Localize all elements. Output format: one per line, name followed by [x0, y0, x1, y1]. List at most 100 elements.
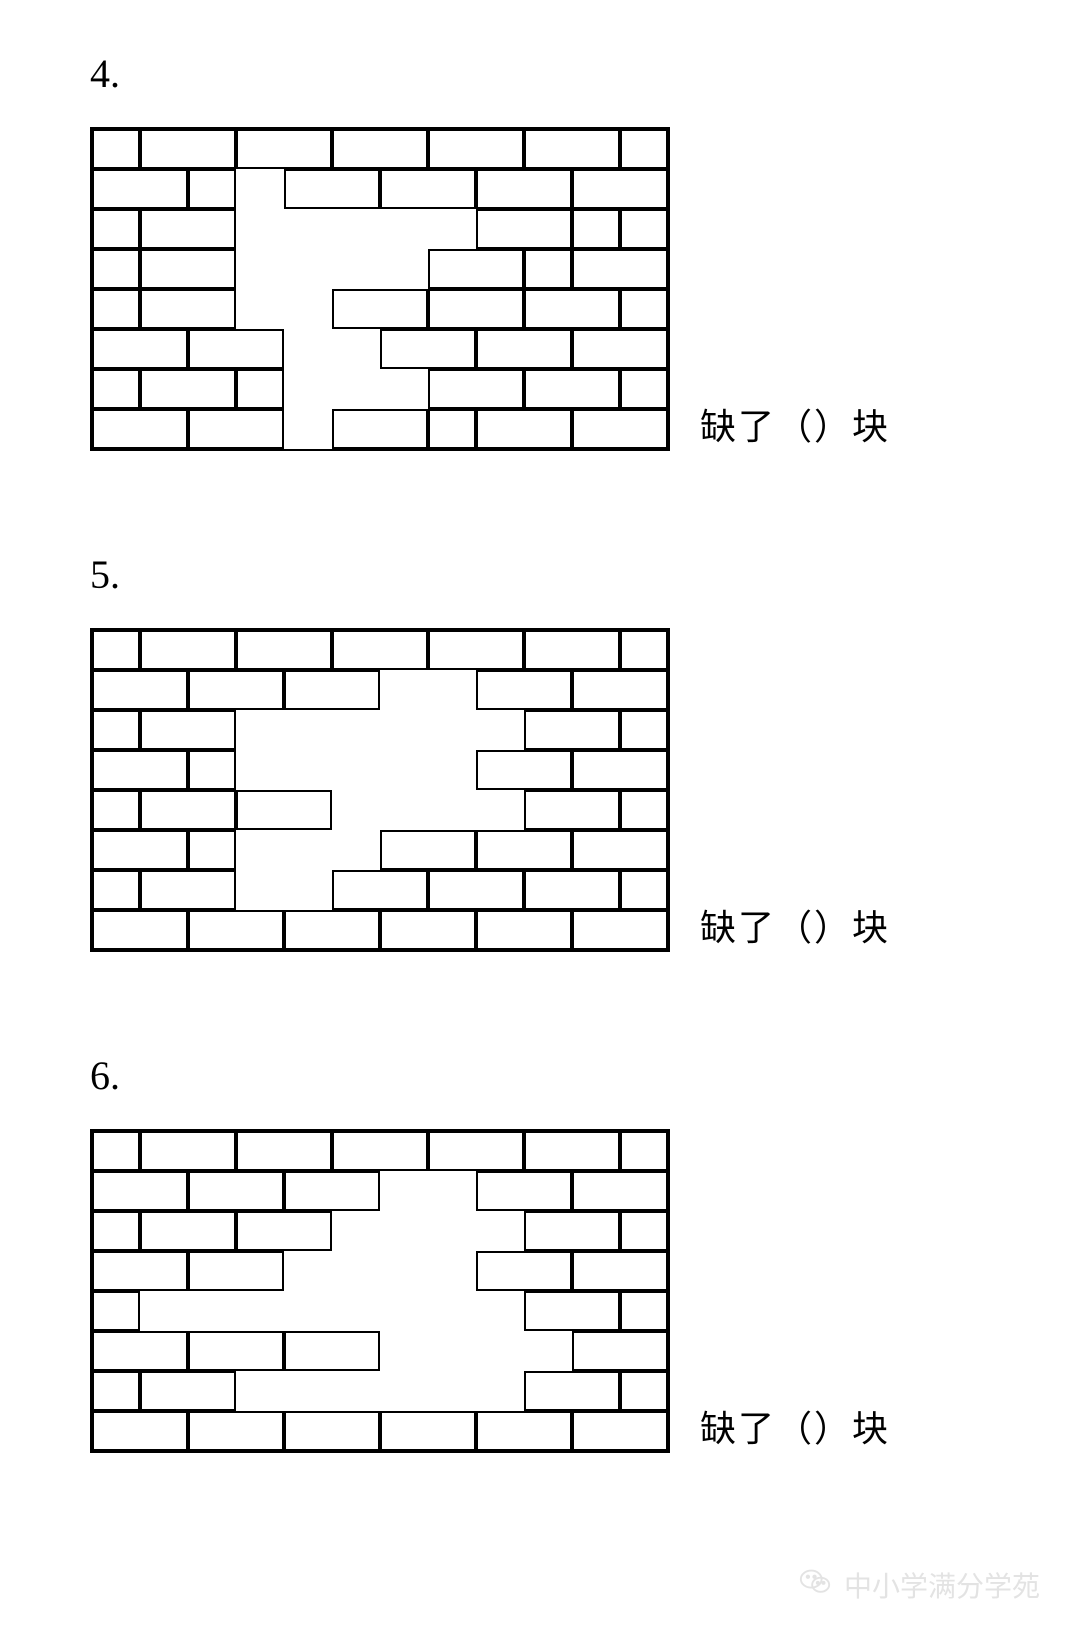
brick — [236, 369, 284, 409]
brick — [188, 329, 284, 369]
brick — [92, 369, 140, 409]
brick — [428, 289, 524, 329]
brick — [476, 1411, 572, 1451]
brick — [332, 630, 428, 670]
missing-count-caption: 缺了（）块 — [700, 409, 890, 451]
brick — [476, 670, 572, 710]
brick — [236, 1131, 332, 1171]
brick — [188, 910, 284, 950]
brick — [620, 209, 668, 249]
brick — [572, 409, 668, 449]
brick — [140, 1131, 236, 1171]
brick — [92, 249, 140, 289]
problems-container: 4.缺了（）块5.缺了（）块6.缺了（）块 — [90, 50, 990, 1453]
brick — [620, 289, 668, 329]
brick — [572, 169, 668, 209]
brick — [332, 289, 428, 329]
brick — [92, 630, 140, 670]
problem-number: 5. — [90, 551, 990, 598]
brick — [620, 1131, 668, 1171]
brick-wall — [90, 127, 670, 451]
missing-count-caption: 缺了（）块 — [700, 910, 890, 952]
brick — [284, 1411, 380, 1451]
brick — [284, 670, 380, 710]
brick — [284, 910, 380, 950]
brick — [380, 169, 476, 209]
missing-count-caption: 缺了（）块 — [700, 1411, 890, 1453]
problem-body: 缺了（）块 — [90, 127, 990, 451]
brick — [524, 249, 572, 289]
brick — [92, 1251, 188, 1291]
brick — [620, 129, 668, 169]
brick — [92, 169, 188, 209]
brick — [284, 1331, 380, 1371]
brick — [92, 1411, 188, 1451]
brick — [140, 369, 236, 409]
brick — [476, 750, 572, 790]
problem-body: 缺了（）块 — [90, 1129, 990, 1453]
brick — [620, 1291, 668, 1331]
brick — [572, 830, 668, 870]
brick — [92, 750, 188, 790]
brick — [92, 1131, 140, 1171]
brick — [572, 670, 668, 710]
brick — [428, 870, 524, 910]
brick — [572, 1411, 668, 1451]
wechat-icon — [798, 1564, 832, 1605]
brick — [92, 710, 140, 750]
brick — [476, 830, 572, 870]
brick — [620, 1371, 668, 1411]
brick — [428, 409, 476, 449]
brick — [140, 710, 236, 750]
brick — [524, 1211, 620, 1251]
brick — [572, 750, 668, 790]
brick — [92, 329, 188, 369]
brick — [284, 169, 380, 209]
brick — [524, 1371, 620, 1411]
brick — [620, 790, 668, 830]
problem-number: 6. — [90, 1052, 990, 1099]
brick — [572, 1171, 668, 1211]
brick — [476, 1171, 572, 1211]
brick — [524, 710, 620, 750]
brick — [140, 209, 236, 249]
brick — [140, 249, 236, 289]
brick — [236, 790, 332, 830]
brick — [140, 1371, 236, 1411]
problem: 6. 缺了（）块 — [90, 1052, 990, 1453]
brick — [332, 870, 428, 910]
brick — [188, 670, 284, 710]
brick — [92, 1211, 140, 1251]
brick — [476, 910, 572, 950]
brick — [572, 249, 668, 289]
brick — [92, 870, 140, 910]
brick — [428, 249, 524, 289]
brick — [236, 1211, 332, 1251]
brick — [524, 1131, 620, 1171]
brick — [620, 1211, 668, 1251]
brick — [332, 1131, 428, 1171]
brick — [524, 129, 620, 169]
brick — [92, 830, 188, 870]
brick — [188, 1171, 284, 1211]
brick — [524, 369, 620, 409]
brick — [92, 129, 140, 169]
brick — [476, 169, 572, 209]
brick — [188, 1331, 284, 1371]
brick — [188, 830, 236, 870]
brick — [140, 630, 236, 670]
brick — [476, 209, 572, 249]
brick — [188, 750, 236, 790]
watermark-text: 中小学满分学苑 — [844, 1565, 1040, 1605]
brick — [140, 870, 236, 910]
brick — [140, 289, 236, 329]
brick — [236, 129, 332, 169]
brick — [332, 409, 428, 449]
brick — [92, 1291, 140, 1331]
brick — [140, 790, 236, 830]
problem: 5. 缺了（）块 — [90, 551, 990, 952]
brick — [380, 1411, 476, 1451]
brick — [524, 289, 620, 329]
brick — [284, 1171, 380, 1211]
brick — [380, 910, 476, 950]
